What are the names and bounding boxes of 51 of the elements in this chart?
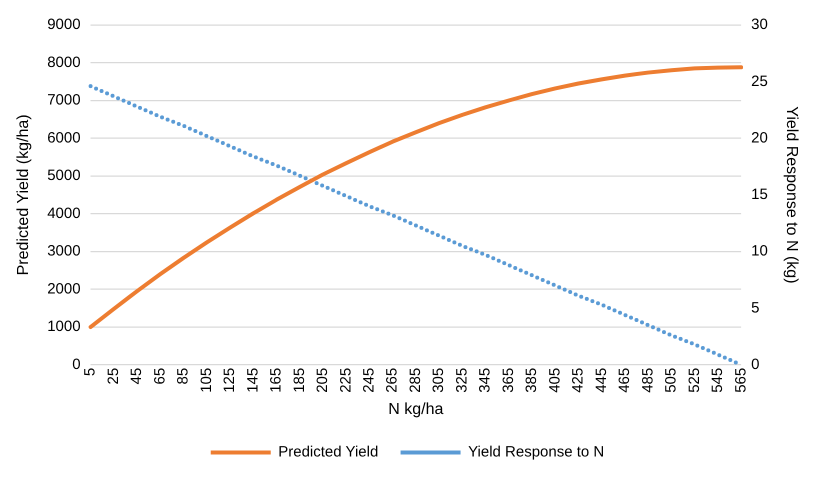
y2-axis-title: Yield Response to N (kg) <box>782 106 800 284</box>
y-axis-title: Predicted Yield (kg/ha) <box>15 114 32 276</box>
x-tick-label: 85 <box>174 368 192 384</box>
x-tick-label: 125 <box>221 368 238 393</box>
x-tick-label: 285 <box>406 368 424 393</box>
y2-tick-label: 15 <box>751 186 768 204</box>
y-tick-label: 4000 <box>47 204 81 222</box>
y-tick-label: 7000 <box>47 92 81 109</box>
y2-tick-label: 5 <box>751 299 760 316</box>
y2-tick-label: 10 <box>751 242 768 260</box>
x-tick-label: 405 <box>546 368 564 393</box>
y2-tick-label: 25 <box>751 72 768 90</box>
y-tick-label: 6000 <box>47 129 81 146</box>
x-tick-label: 25 <box>104 368 122 384</box>
x-tick-label: 565 <box>732 368 750 393</box>
y-tick-label: 2000 <box>47 280 81 298</box>
x-tick-label: 145 <box>244 368 262 393</box>
y2-tick-label: 30 <box>751 16 768 34</box>
x-tick-label: 245 <box>360 368 378 393</box>
legend-label: Predicted Yield <box>278 444 378 461</box>
x-tick-label: 205 <box>314 368 332 393</box>
x-tick-label: 465 <box>616 368 634 393</box>
x-tick-label: 545 <box>709 368 726 393</box>
x-tick-label: 445 <box>592 368 610 393</box>
x-axis-title: N kg/ha <box>388 400 444 418</box>
x-tick-label: 65 <box>151 368 168 384</box>
y-tick-label: 0 <box>72 356 81 373</box>
x-tick-label: 365 <box>500 368 517 393</box>
y-tick-label: 9000 <box>47 16 81 34</box>
y-tick-label: 5000 <box>47 167 81 184</box>
y2-tick-label: 0 <box>751 356 760 373</box>
y2-tick-label: 20 <box>751 129 768 146</box>
x-tick-label: 185 <box>290 368 308 393</box>
x-tick-label: 385 <box>523 368 540 393</box>
x-tick-label: 165 <box>268 368 285 393</box>
x-tick-label: 305 <box>430 368 448 393</box>
x-tick-label: 505 <box>662 368 680 393</box>
x-tick-label: 425 <box>570 368 587 393</box>
x-tick-label: 325 <box>453 368 470 393</box>
x-tick-label: 525 <box>686 368 703 393</box>
y-tick-label: 3000 <box>47 242 81 260</box>
y-tick-label: 8000 <box>47 54 81 71</box>
x-tick-label: 5 <box>82 368 99 376</box>
x-tick-label: 265 <box>384 368 401 393</box>
y-tick-label: 1000 <box>47 318 81 336</box>
x-tick-label: 105 <box>198 368 215 393</box>
x-tick-label: 345 <box>476 368 494 393</box>
x-tick-label: 485 <box>639 368 656 393</box>
legend-label: Yield Response to N <box>468 444 604 461</box>
x-tick-label: 45 <box>128 368 146 384</box>
x-tick-label: 225 <box>337 368 354 393</box>
